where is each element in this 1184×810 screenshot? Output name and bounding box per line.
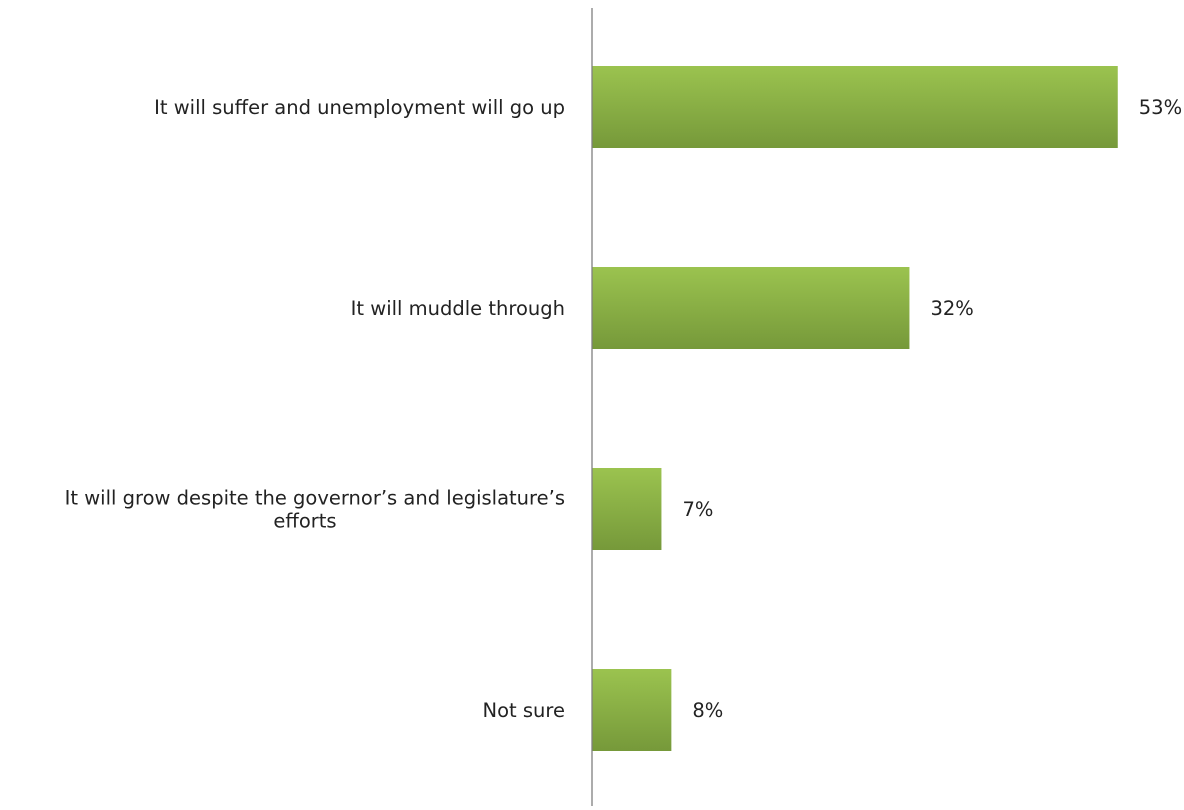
category-label-3-line-0: Not sure	[483, 699, 565, 722]
labels-layer: 53% It will suffer and unemployment will …	[65, 96, 1182, 722]
bar-3	[592, 669, 672, 751]
category-label-1-line-0: It will muddle through	[351, 297, 565, 320]
category-label-0: It will suffer and unemployment will go …	[154, 96, 565, 119]
data-label-2: 7%	[682, 498, 713, 521]
category-label-0-line-0: It will suffer and unemployment will go …	[154, 96, 565, 119]
category-label-2-line-0: It will grow despite the governor’s and …	[65, 487, 565, 510]
bar-0	[592, 66, 1118, 148]
bar-1	[592, 267, 910, 349]
bars-layer	[592, 66, 1118, 751]
category-label-2-line-1: efforts	[273, 510, 336, 533]
category-label-2: It will grow despite the governor’s and …	[65, 487, 565, 533]
bar-2	[592, 468, 662, 550]
category-label-1: It will muddle through	[351, 297, 565, 320]
category-label-3: Not sure	[483, 699, 565, 722]
data-label-3: 8%	[692, 699, 723, 722]
data-label-0: 53%	[1139, 96, 1182, 119]
data-label-1: 32%	[930, 297, 973, 320]
